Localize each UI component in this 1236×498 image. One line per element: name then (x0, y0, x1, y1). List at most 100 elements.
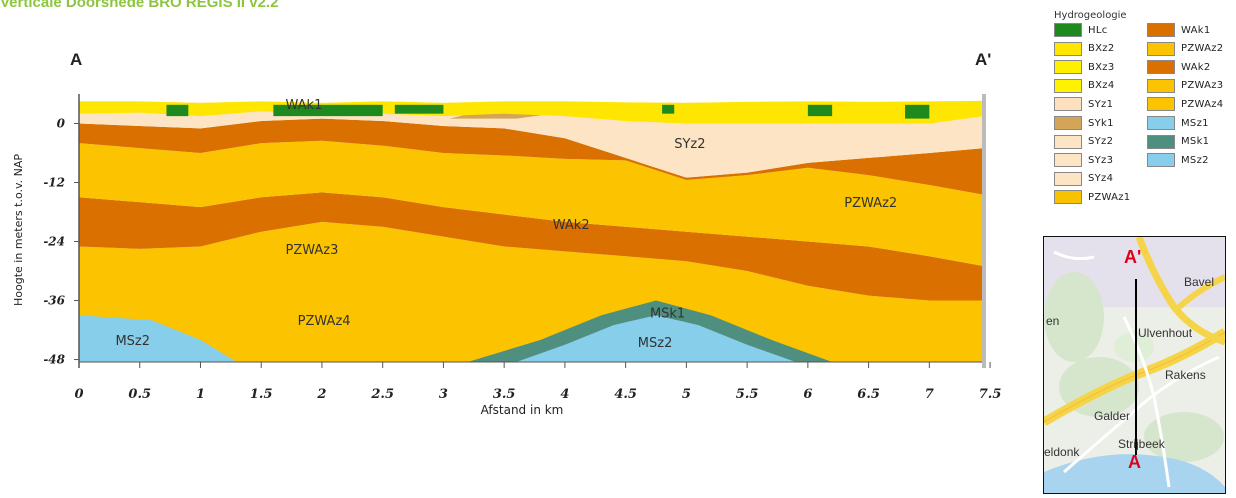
layer-hlc-patch (662, 104, 675, 114)
legend-swatch (1147, 134, 1175, 149)
page-title: Verticale Doorsnede BRO REGIS II v2.2 (0, 0, 279, 11)
x-tick-label: 2 (316, 387, 326, 402)
legend-label: SYz4 (1088, 173, 1114, 185)
layer-hlc-patch (394, 104, 444, 114)
legend-swatch (1054, 134, 1082, 149)
map-marker-start: A (1128, 452, 1141, 472)
x-tick-label: 0 (74, 387, 83, 402)
layer-label: PZWAz4 (298, 314, 351, 329)
x-tick-label: 3.5 (493, 387, 516, 402)
layer-label: PZWAz3 (286, 243, 339, 258)
legend-swatch (1054, 23, 1082, 37)
y-axis-label: Hoogte in meters t.o.v. NAP (12, 154, 25, 306)
layer-hlc-patch (166, 104, 189, 117)
cross-section-chart: 0 -12 -24 -36 -48 0 0.5 1 1.5 2 2.5 3 3.5 4 4.5 5 5.5 6 6.… (12, 50, 1002, 417)
x-axis-label: Afstand in km (481, 403, 564, 417)
layer-pzwaz2 (79, 140, 984, 267)
x-tick-label: 2.5 (370, 387, 394, 402)
layer-label: MSz2 (638, 336, 673, 351)
x-tick-label: 4 (560, 387, 569, 402)
legend-item: SYz3 (1054, 153, 1114, 168)
legend-item: PZWAz4 (1147, 97, 1223, 112)
x-tick-label: 5 (682, 387, 691, 402)
layer-label: MSk1 (650, 307, 685, 322)
x-tick-label: 0.5 (128, 387, 151, 402)
legend-item: MSz2 (1147, 153, 1209, 168)
legend-item: PZWAz2 (1147, 41, 1224, 56)
legend-label: WAk1 (1181, 24, 1211, 36)
legend-label: HLc (1088, 24, 1108, 36)
section-end-label: A' (975, 50, 991, 69)
legend-label: BXz4 (1088, 80, 1115, 92)
legend-swatch (1054, 60, 1082, 75)
layer-label: WAk2 (553, 218, 590, 233)
x-tick-label: 3 (439, 387, 448, 402)
layer-hlc-patch (273, 104, 383, 117)
legend-swatch (1147, 78, 1175, 93)
x-tick-label: 1.5 (250, 387, 273, 402)
legend-item: BXz3 (1054, 60, 1115, 75)
x-tick-label: 1 (196, 387, 205, 402)
legend-label: MSz1 (1181, 117, 1209, 129)
legend-label: PZWAz1 (1088, 191, 1131, 203)
legend-item: BXz4 (1054, 78, 1115, 93)
legend-item: SYz1 (1054, 97, 1114, 112)
legend-label: MSz2 (1181, 154, 1209, 166)
legend-swatch (1054, 78, 1082, 93)
layer-msz2-right (516, 315, 796, 362)
legend-item: SYz2 (1054, 134, 1114, 149)
map-graphic (1044, 237, 1225, 493)
legend-swatch (1147, 41, 1175, 56)
legend-swatch (1147, 116, 1175, 130)
x-tick-label: 7 (925, 387, 934, 402)
layer-wak1 (79, 118, 984, 195)
location-map[interactable]: A' A Bavel Ulvenhout Rakens Galder Strij… (1043, 236, 1226, 494)
legend-item: WAk1 (1147, 23, 1211, 37)
layer-hlc-patch (905, 104, 930, 119)
layer-pzwaz4 (79, 221, 984, 362)
legend-label: SYz3 (1088, 154, 1114, 166)
x-tick-label: 7.5 (979, 387, 1002, 402)
legend-item: MSk1 (1147, 134, 1210, 149)
map-label-en: en (1046, 314, 1060, 328)
legend-swatch (1054, 97, 1082, 112)
legend-label: BXz3 (1088, 61, 1115, 73)
map-label-bavel: Bavel (1184, 275, 1215, 289)
section-start-label: A (70, 50, 82, 69)
legend-swatch (1147, 153, 1175, 168)
legend-label: SYz2 (1088, 136, 1114, 148)
legend-item: BXz2 (1054, 41, 1115, 56)
y-tick-label: -24 (43, 235, 65, 249)
map-marker-end: A' (1124, 247, 1142, 267)
x-tick-label: 6.5 (857, 387, 880, 402)
x-tick-label: 4.5 (614, 387, 637, 402)
legend-item: PZWAz3 (1147, 78, 1223, 93)
layer-label: WAk1 (286, 98, 323, 113)
legend-swatch (1054, 41, 1082, 56)
legend-swatch (1147, 23, 1175, 37)
legend-label: SYk1 (1088, 117, 1114, 129)
x-tick-label: 6 (803, 387, 812, 402)
layer-msz2-left (79, 315, 237, 362)
layer-label: PZWAz2 (844, 196, 897, 211)
layer-wak2 (79, 192, 984, 301)
legend-title: Hydrogeologie (1054, 10, 1127, 21)
map-label-eldonk: eldonk (1044, 445, 1080, 459)
map-label-galder: Galder (1094, 409, 1131, 423)
legend-swatch (1054, 190, 1082, 205)
legend-swatch (1054, 171, 1082, 186)
map-label-strijbeek: Strijbeek (1118, 437, 1165, 451)
legend-label: WAk2 (1181, 61, 1211, 73)
x-tick-label: 5.5 (736, 387, 759, 402)
y-tick-label: -12 (43, 176, 65, 190)
legend-item: PZWAz1 (1054, 190, 1131, 205)
map-label-ulvenhout: Ulvenhout (1138, 326, 1193, 340)
layer-label: SYz2 (674, 137, 705, 152)
legend-label: SYz1 (1088, 98, 1114, 110)
legend: Hydrogeologie HLc BXz2 BXz3 BXz4 SYz1 SYk1 SYz… (1050, 10, 1230, 215)
legend-swatch (1147, 97, 1175, 112)
legend-label: PZWAz2 (1181, 43, 1224, 55)
layer-label: MSz2 (115, 334, 150, 349)
legend-label: MSk1 (1181, 136, 1210, 148)
legend-item: MSz1 (1147, 116, 1209, 130)
